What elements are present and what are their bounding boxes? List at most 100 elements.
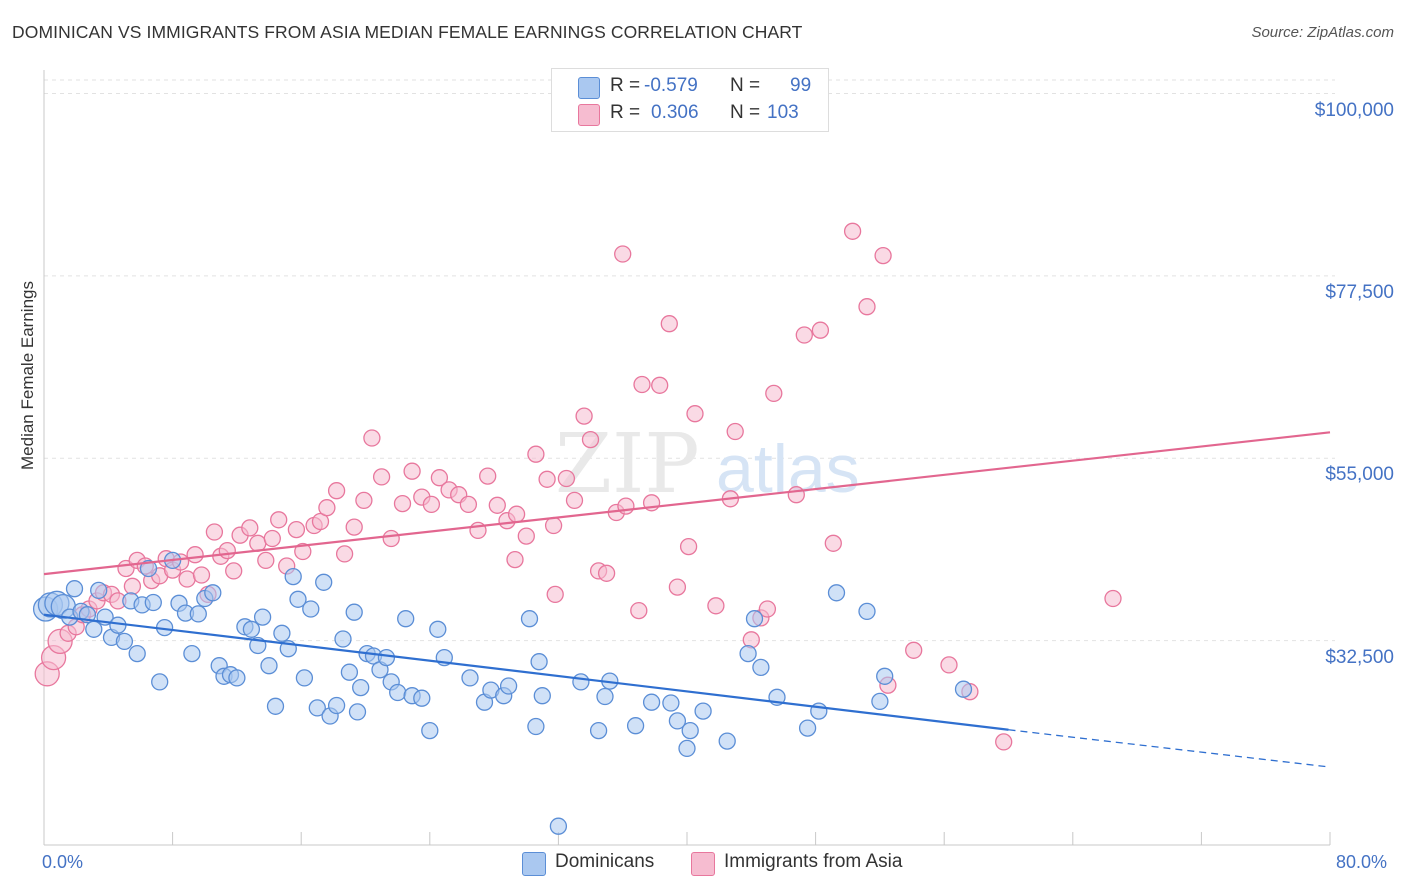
immigrants-from-asia-point-64 xyxy=(557,469,576,488)
legend-swatch-immigrants-from-asia xyxy=(578,104,600,126)
legend-n-value-dominicans: 99 xyxy=(790,75,812,96)
dominicans-point-8 xyxy=(85,620,103,638)
immigrants-from-asia-point-74 xyxy=(651,376,669,394)
immigrants-from-asia-point-90 xyxy=(858,298,876,316)
immigrants-from-asia-point-102 xyxy=(630,601,648,620)
immigrants-from-asia-point-87 xyxy=(811,321,830,339)
immigrants-from-asia-point-71 xyxy=(617,497,635,515)
immigrants-from-asia-point-26 xyxy=(218,541,236,560)
dominicans-point-24 xyxy=(183,644,201,663)
dominicans-point-58 xyxy=(397,610,415,628)
dominicans-point-15 xyxy=(128,644,146,663)
dominicans-point-73 xyxy=(549,817,568,835)
series-legend-swatch-immigrants-from-asia xyxy=(691,852,715,876)
immigrants-from-asia-point-89 xyxy=(843,222,862,240)
dominicans-point-36 xyxy=(260,657,278,675)
dominicans-point-69 xyxy=(520,610,539,628)
dominicans-point-41 xyxy=(289,590,307,608)
legend-r-label: R = xyxy=(610,75,641,96)
immigrants-from-asia-point-39 xyxy=(318,499,336,517)
immigrants-from-asia-point-66 xyxy=(575,407,593,425)
dominicans-point-5 xyxy=(65,580,84,598)
trend-extension-dominicans xyxy=(1008,729,1331,768)
immigrants-from-asia-point-42 xyxy=(345,518,363,536)
dominicans-point-51 xyxy=(352,678,370,697)
immigrants-from-asia-point-69 xyxy=(597,564,616,582)
immigrants-from-asia-point-72 xyxy=(633,375,651,394)
dominicans-point-45 xyxy=(315,573,333,591)
immigrants-from-asia-point-77 xyxy=(679,537,698,556)
immigrants-from-asia-point-61 xyxy=(527,445,545,463)
legend-r-label: R = xyxy=(610,102,641,123)
dominicans-point-27 xyxy=(204,584,222,602)
dominicans-point-74 xyxy=(572,673,590,691)
dominicans-point-96 xyxy=(626,717,645,735)
immigrants-from-asia-point-41 xyxy=(335,545,354,563)
x-tick-label-min: 0.0% xyxy=(42,852,84,872)
dominicans-point-92 xyxy=(876,667,894,685)
dominicans-point-13 xyxy=(115,632,134,651)
immigrants-from-asia-point-78 xyxy=(686,405,704,423)
immigrants-from-asia-point-75 xyxy=(660,315,678,333)
immigrants-from-asia-point-76 xyxy=(668,578,687,596)
dominicans-point-18 xyxy=(144,593,162,612)
immigrants-from-asia-point-46 xyxy=(382,529,400,548)
dominicans-point-93 xyxy=(954,680,973,698)
dominicans-point-61 xyxy=(421,721,439,740)
correlation-legend: R = -0.579 N = 99 R = 0.306 N = 103 xyxy=(551,68,829,132)
immigrants-from-asia-point-100 xyxy=(506,550,524,569)
immigrants-from-asia-point-50 xyxy=(422,495,441,514)
immigrants-from-asia-point-51 xyxy=(430,469,449,487)
dominicans-point-55 xyxy=(377,648,396,667)
trend-line-dominicans xyxy=(43,613,1009,731)
immigrants-from-asia-point-59 xyxy=(507,505,526,523)
series-legend: Dominicans Immigrants from Asia xyxy=(0,851,1406,877)
dominicans-point-72 xyxy=(533,687,551,705)
y-tick-label: $100,000 xyxy=(1314,99,1394,121)
immigrants-from-asia-point-20 xyxy=(178,570,196,588)
immigrants-from-asia-point-79 xyxy=(707,597,725,615)
immigrants-from-asia-point-33 xyxy=(270,511,288,529)
y-tick-label: $77,500 xyxy=(1325,281,1394,303)
immigrants-from-asia-point-60 xyxy=(517,527,535,545)
dominicans-point-83 xyxy=(694,702,712,720)
immigrants-from-asia-point-62 xyxy=(538,470,556,488)
immigrants-from-asia-point-94 xyxy=(940,656,958,674)
dominicans-point-37 xyxy=(266,697,285,715)
y-tick-label: $55,000 xyxy=(1325,464,1394,486)
immigrants-from-asia-point-22 xyxy=(192,566,211,584)
dominicans-point-88 xyxy=(798,719,817,737)
gridlines xyxy=(44,79,1335,642)
dominicans-point-76 xyxy=(596,687,614,706)
immigrants-from-asia-point-24 xyxy=(205,523,224,541)
dominicans-point-75 xyxy=(589,721,608,740)
immigrants-from-asia-point-56 xyxy=(479,467,497,485)
dominicans-point-50 xyxy=(345,603,363,621)
dominicans-point-47 xyxy=(327,696,346,715)
dominicans-point-19 xyxy=(151,673,169,691)
dominicans-point-91 xyxy=(871,692,889,711)
legend-n-label: N = xyxy=(730,75,761,96)
immigrants-from-asia-point-96 xyxy=(995,733,1013,751)
dominicans-point-85 xyxy=(739,644,757,663)
series-dominicans xyxy=(32,551,973,835)
dominicans-point-35 xyxy=(253,608,272,626)
dominicans-point-81 xyxy=(678,739,696,758)
dominicans-point-40 xyxy=(284,567,302,586)
dominicans-point-48 xyxy=(334,630,352,648)
immigrants-from-asia-point-35 xyxy=(287,520,306,539)
immigrants-from-asia-point-40 xyxy=(327,482,346,500)
dominicans-point-42 xyxy=(295,669,314,687)
trend-lines xyxy=(43,431,1331,768)
immigrants-from-asia-point-91 xyxy=(874,246,892,265)
immigrants-from-asia-point-32 xyxy=(263,529,281,548)
immigrants-from-asia-point-43 xyxy=(355,491,373,510)
immigrants-from-asia-point-48 xyxy=(403,462,421,480)
series-legend-label-dominicans: Dominicans xyxy=(555,851,655,872)
immigrants-from-asia-point-27 xyxy=(225,562,243,580)
dominicans-point-62 xyxy=(429,620,447,638)
legend-n-label: N = xyxy=(730,102,761,123)
immigrants-from-asia-point-44 xyxy=(363,429,381,447)
immigrants-from-asia-point-86 xyxy=(795,326,813,344)
